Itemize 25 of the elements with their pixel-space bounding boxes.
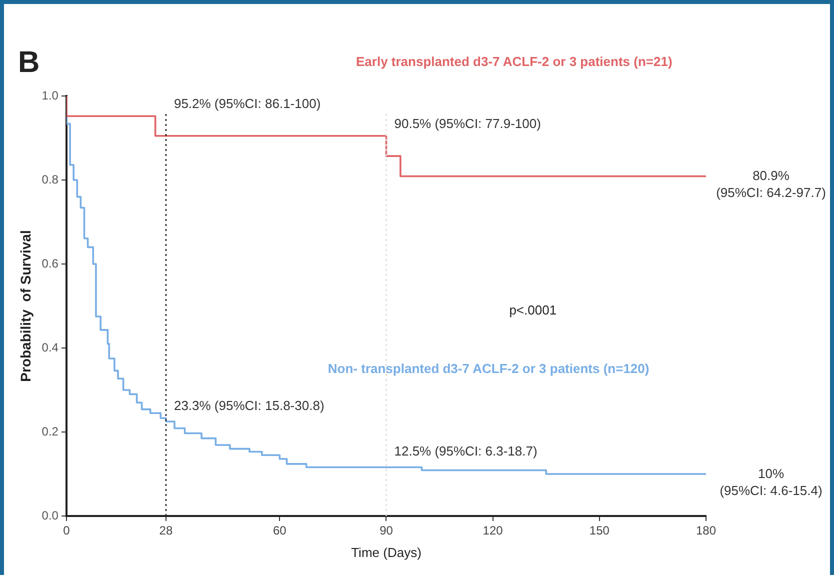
x-tick-label: 28: [159, 524, 173, 538]
annotation: 10% (95%CI: 4.6-15.4): [720, 466, 822, 498]
annotation: 90.5% (95%CI: 77.9-100): [394, 116, 541, 131]
y-tick-label: 1.0: [42, 88, 59, 102]
x-tick-label: 60: [272, 524, 287, 538]
x-tick-label: 120: [482, 524, 504, 538]
annotation: 23.3% (95%CI: 15.8-30.8): [174, 398, 324, 414]
text: Non- transplanted d3-7 ACLF-2 or 3 patients (n=120): [328, 361, 650, 376]
x-tick-label: 0: [63, 524, 70, 538]
text: Early transplanted d3-7 ACLF-2 or 3 patients (n=21): [356, 54, 672, 69]
text: B: [18, 46, 40, 79]
y-tick-label: 0.6: [42, 256, 59, 270]
y-tick-label: 0.0: [42, 508, 59, 522]
annotation: p<.0001: [509, 302, 557, 318]
annotation: 80.9% (95%CI: 64.2-97.7): [716, 168, 826, 200]
x-tick-label: 90: [380, 524, 394, 538]
y-tick-label: 0.4: [42, 340, 59, 354]
annotation: 95.2% (95%CI: 86.1-100): [174, 96, 321, 112]
x-axis-title: Time (Days): [351, 544, 422, 560]
x-tick-label: 180: [696, 524, 716, 538]
y-tick-label: 0.2: [42, 424, 59, 438]
y-axis-title: Probability of Survival: [17, 230, 34, 382]
y-tick-label: 0.8: [42, 172, 59, 186]
annotation: 12.5% (95%CI: 6.3-18.7): [394, 444, 538, 458]
x-tick-label: 150: [589, 524, 610, 538]
